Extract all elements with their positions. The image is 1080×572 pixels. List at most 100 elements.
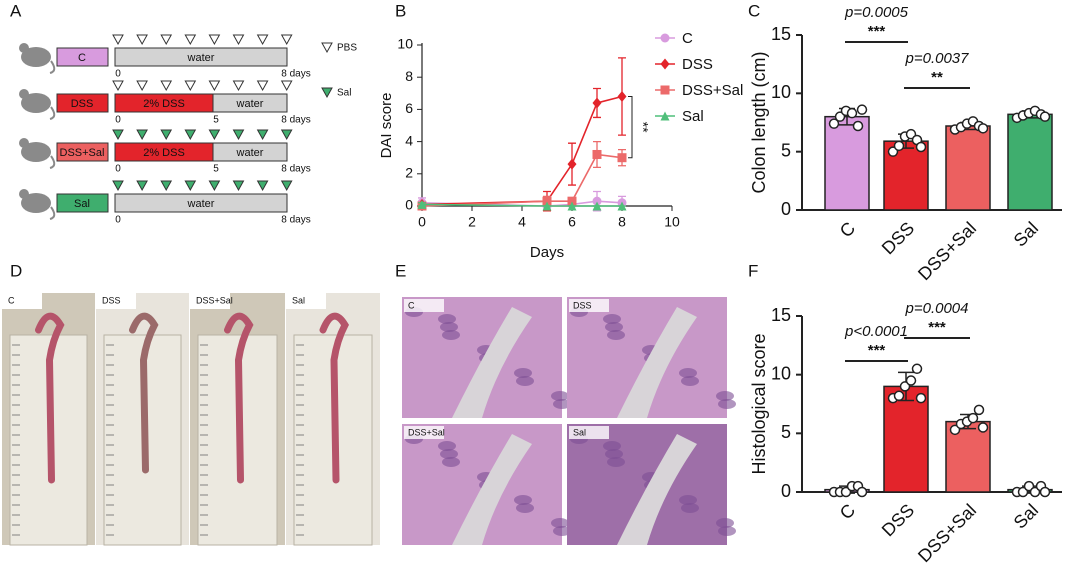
treatment-marker <box>112 80 124 92</box>
x-tick-label: DSS <box>878 500 918 540</box>
histology-label: Sal <box>573 427 586 437</box>
mouse-icon <box>49 106 56 120</box>
crypt <box>438 314 456 324</box>
photo-label-bg <box>96 293 136 309</box>
x-tick-label: DSS+Sal <box>914 500 980 566</box>
day-label: 8 days <box>281 164 310 175</box>
treatment-marker <box>256 129 269 141</box>
significance-stars: ** <box>931 69 943 86</box>
data-point <box>856 486 868 498</box>
bar <box>824 115 870 211</box>
photo-label: Sal <box>292 295 305 305</box>
treatment-marker <box>280 34 293 46</box>
timeline-bar <box>212 142 288 162</box>
panel-letter: A <box>10 1 22 20</box>
point <box>417 199 427 209</box>
legend-label: DSS <box>682 56 713 73</box>
panel-letter: F <box>748 261 758 280</box>
data-point <box>893 390 905 402</box>
treatment-marker <box>232 180 245 192</box>
legend-marker <box>660 85 670 95</box>
crypt <box>605 322 623 332</box>
colon-specimen <box>319 312 350 484</box>
timeline-bar <box>212 93 288 113</box>
crypt <box>551 391 569 401</box>
point <box>592 97 602 109</box>
y-tick-label: 8 <box>405 68 413 84</box>
y-tick-label: 5 <box>781 140 791 160</box>
series-line <box>421 153 623 207</box>
x-tick-label: Sal <box>1010 500 1043 533</box>
x-tick-label: 6 <box>568 214 576 230</box>
day-label: 0 <box>115 115 121 126</box>
legend-marker <box>660 111 670 121</box>
treatment-marker <box>280 80 293 92</box>
significance-stars: *** <box>868 342 886 359</box>
bar-label: water <box>187 198 215 210</box>
bar-label: 2% DSS <box>143 98 185 110</box>
mouse-icon <box>19 43 29 53</box>
treatment-marker <box>112 34 124 46</box>
point <box>617 201 627 211</box>
lumen <box>617 307 697 418</box>
day-label: 0 <box>115 164 121 175</box>
crypt <box>603 314 621 324</box>
legend-label: DSS+Sal <box>682 82 743 99</box>
treatment-marker <box>256 34 269 46</box>
legend-label: C <box>682 30 693 47</box>
crypt <box>440 449 458 459</box>
histology-label-bg <box>569 299 609 312</box>
data-point <box>905 375 917 386</box>
treatment-marker <box>136 180 148 192</box>
histology-label-bg <box>404 299 444 312</box>
bar <box>1007 113 1053 211</box>
bar <box>883 385 929 493</box>
day-label: 0 <box>115 215 121 226</box>
crypt <box>607 457 625 467</box>
p-value-label: p=0.0004 <box>905 300 969 317</box>
day-label: 5 <box>213 164 219 175</box>
crypt <box>438 441 456 451</box>
group-label: DSS+Sal <box>60 147 105 159</box>
treatment-marker <box>184 129 197 141</box>
day-label: 5 <box>213 115 219 126</box>
panel-letter: C <box>748 1 760 20</box>
x-tick-label: DSS <box>878 218 918 258</box>
colon-specimen <box>35 312 65 484</box>
mouse-icon <box>19 89 29 99</box>
data-point <box>856 104 868 115</box>
bar-label: 2% DSS <box>143 147 185 159</box>
significance-stars: *** <box>868 23 886 40</box>
group-box <box>56 47 109 67</box>
group-label: DSS <box>71 98 94 110</box>
x-tick-label: Sal <box>1010 218 1043 251</box>
crypt <box>718 526 736 536</box>
lumen <box>617 434 697 545</box>
crypt <box>442 457 460 467</box>
y-tick-label: 15 <box>771 24 791 44</box>
y-axis-label: DAI score <box>378 93 395 159</box>
x-tick-label: C <box>836 218 859 241</box>
y-tick-label: 6 <box>405 100 413 116</box>
photo-label: DSS+Sal <box>196 295 233 305</box>
mouse-icon <box>19 138 29 148</box>
data-point <box>915 392 927 404</box>
crypt <box>716 518 734 528</box>
crypt <box>681 376 699 386</box>
treatment-marker <box>136 80 148 92</box>
mouse-icon <box>21 193 51 213</box>
x-axis-label: Days <box>530 244 564 261</box>
data-point <box>846 107 858 119</box>
crypt <box>553 399 571 409</box>
x-tick-label: 0 <box>418 214 426 230</box>
crypt <box>681 503 699 513</box>
data-point <box>911 363 923 375</box>
legend-marker <box>321 42 333 54</box>
y-tick-label: 0 <box>781 481 791 501</box>
crypt <box>605 449 623 459</box>
x-tick-label: 10 <box>664 214 680 230</box>
data-point <box>1039 486 1051 498</box>
group-box <box>56 142 109 162</box>
panel-letter: B <box>395 1 406 20</box>
